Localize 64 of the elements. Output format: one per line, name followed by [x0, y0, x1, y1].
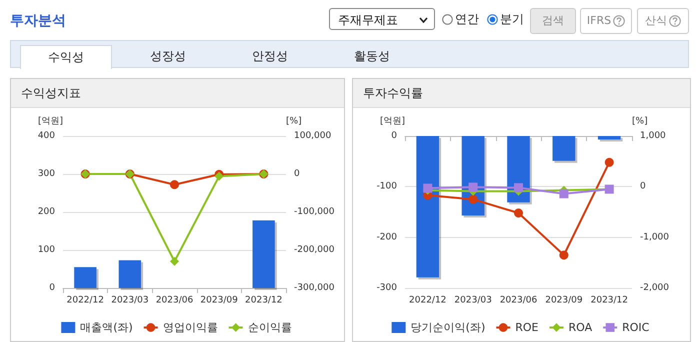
- text: 안정성: [251, 48, 289, 65]
- bar: [74, 267, 96, 288]
- y2-tick-label: -300,000: [294, 283, 335, 293]
- x-tick-label: 2022/12: [409, 296, 446, 306]
- x-tick-label: 2023/09: [200, 296, 238, 306]
- y2-tick-label: -2,000: [640, 283, 670, 293]
- y-tick-label: 100: [38, 245, 56, 255]
- point: [468, 182, 478, 192]
- chart-title: 투자수익률: [353, 79, 690, 108]
- point: [468, 194, 478, 204]
- chart-title: 수익성지표: [11, 79, 344, 108]
- point: [559, 189, 568, 198]
- x-tick-label: 2023/12: [590, 296, 628, 306]
- legend-label: 영업이익률: [162, 321, 218, 334]
- x-tick-label: 2023/06: [156, 296, 194, 306]
- legend-label: 당기순이익(좌): [410, 321, 486, 334]
- y-tick-label: -100: [376, 182, 398, 192]
- point: [559, 250, 568, 260]
- bar: [252, 220, 275, 288]
- y-tick-label: -200: [376, 232, 398, 242]
- text: 검색: [530, 8, 576, 34]
- text: 활동성: [353, 48, 391, 65]
- point: [604, 158, 614, 167]
- point: [170, 180, 179, 190]
- legend-label: 매출액(좌): [80, 321, 133, 334]
- x-tick-label: 2023/03: [454, 296, 492, 306]
- point: [514, 208, 523, 218]
- y2-tick-label: 0: [640, 182, 646, 192]
- text: IFRS: [580, 8, 632, 34]
- legend-label: ROA: [568, 321, 593, 334]
- y2-tick-label: -200,000: [294, 245, 335, 255]
- text: 주재무제표: [329, 8, 435, 30]
- legend-label: ROIC: [622, 321, 650, 334]
- y-tick-label: 200: [38, 207, 56, 217]
- text: 투자분석: [10, 12, 66, 30]
- y-tick-label: -300: [376, 283, 398, 293]
- text: 분기: [499, 11, 524, 28]
- text: 연간: [454, 11, 479, 28]
- x-tick-label: 2022/12: [66, 296, 104, 306]
- y-tick-label: 0: [391, 131, 398, 141]
- y2-tick-label: -100,000: [294, 207, 335, 217]
- text: 성장성: [149, 48, 187, 65]
- y2-tick-label: 0: [294, 169, 300, 179]
- y2-axis-title: [%]: [286, 116, 302, 126]
- legend-label: 순이익률: [248, 321, 292, 334]
- x-tick-label: 2023/12: [245, 296, 282, 306]
- y-tick-label: 0: [49, 283, 56, 293]
- y-axis-title: [억원]: [380, 116, 405, 126]
- legend-label: ROE: [515, 321, 539, 334]
- text: 수익성: [20, 45, 112, 69]
- y-axis-title: [억원]: [38, 116, 63, 126]
- y2-axis-title: [%]: [632, 116, 648, 126]
- bar: [118, 260, 142, 288]
- y-tick-label: 300: [38, 169, 56, 179]
- x-tick-label: 2023/09: [545, 296, 583, 306]
- x-tick-label: 2023/06: [500, 296, 538, 306]
- point: [514, 183, 523, 192]
- y-tick-label: 400: [38, 131, 56, 141]
- y2-tick-label: -1,000: [640, 232, 670, 242]
- y2-tick-label: 100,000: [294, 131, 332, 141]
- x-tick-label: 2023/03: [111, 296, 149, 306]
- point: [170, 256, 179, 266]
- y2-tick-label: 1,000: [640, 131, 666, 141]
- text: 산식: [637, 8, 689, 34]
